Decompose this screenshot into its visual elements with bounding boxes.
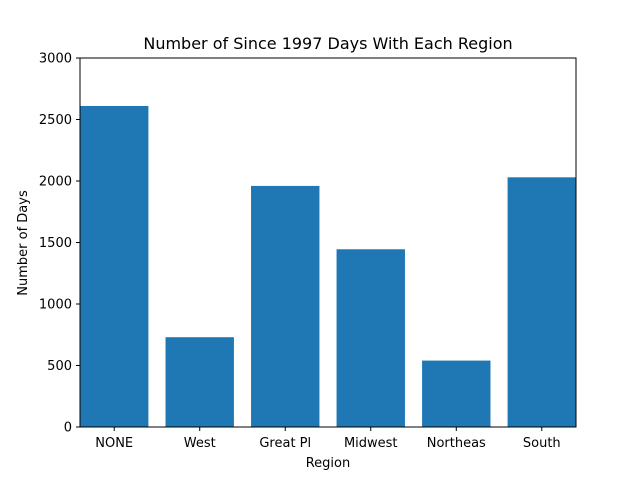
x-tick-label: Great Pl xyxy=(259,436,311,451)
y-tick-label: 1500 xyxy=(39,236,72,251)
y-tick-label: 1000 xyxy=(39,298,72,313)
x-tick-label: South xyxy=(523,436,561,451)
bar-west xyxy=(165,337,234,427)
y-axis-ticks: 0 500 1000 1500 2000 2500 3000 xyxy=(39,52,80,436)
x-tick-label: Northeas xyxy=(427,436,486,451)
bar-midwest xyxy=(336,249,405,427)
bar-south xyxy=(507,177,576,427)
x-tick-label: West xyxy=(184,436,216,451)
bar-none xyxy=(80,105,149,427)
y-tick-label: 3000 xyxy=(39,52,72,67)
chart-title: Number of Since 1997 Days With Each Regi… xyxy=(143,34,512,53)
y-tick-label: 500 xyxy=(47,359,72,374)
bar-great-pl xyxy=(251,185,320,427)
y-tick-label: 2500 xyxy=(39,113,72,128)
x-tick-label: NONE xyxy=(95,436,133,451)
y-tick-label: 2000 xyxy=(39,175,72,190)
plot-frame xyxy=(79,57,577,428)
bar-northeas xyxy=(422,360,491,427)
x-tick-label: Midwest xyxy=(344,436,398,451)
y-axis-label: Number of Days xyxy=(16,190,31,296)
y-tick-label: 0 xyxy=(64,421,72,436)
x-axis-label: Region xyxy=(306,456,351,471)
bars-group xyxy=(80,105,576,427)
x-axis-ticks: NONE West Great Pl Midwest Northeas South xyxy=(95,427,561,451)
